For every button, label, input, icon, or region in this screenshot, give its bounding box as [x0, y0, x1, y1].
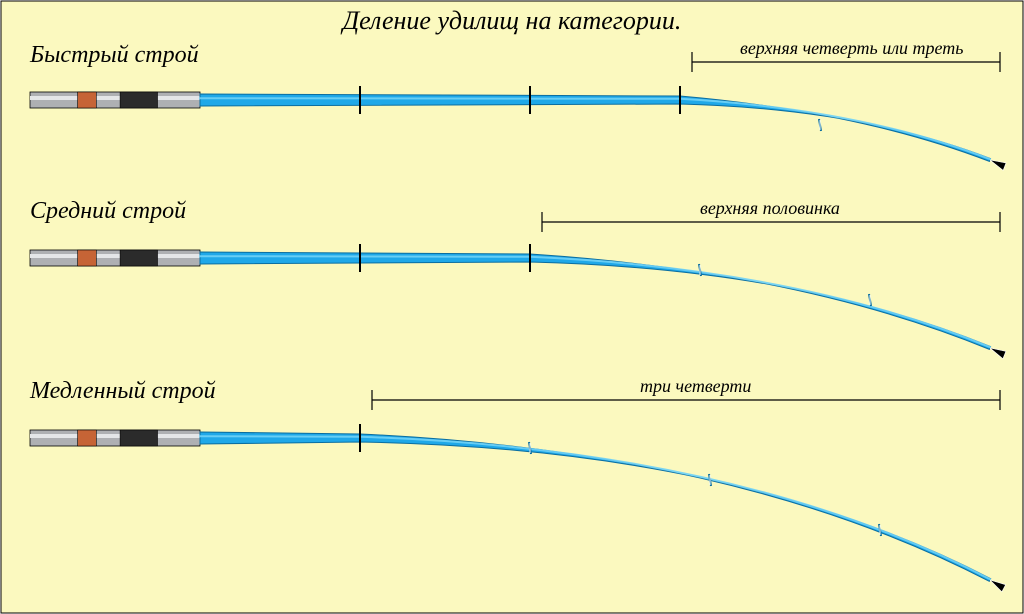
rod-handle — [30, 250, 200, 266]
diagram-canvas — [0, 0, 1024, 614]
diagram-title: Деление удилищ на категории. — [0, 6, 1024, 36]
bracket-label: верхняя четверть или треть — [740, 38, 963, 59]
row-label: Медленный строй — [30, 378, 216, 405]
bracket-label: верхняя половинка — [700, 198, 840, 219]
rod-handle — [30, 92, 200, 108]
rod-handle — [30, 430, 200, 446]
row-label: Быстрый строй — [30, 42, 199, 69]
bracket-label: три четверти — [640, 376, 751, 397]
row-label: Средний строй — [30, 198, 186, 225]
